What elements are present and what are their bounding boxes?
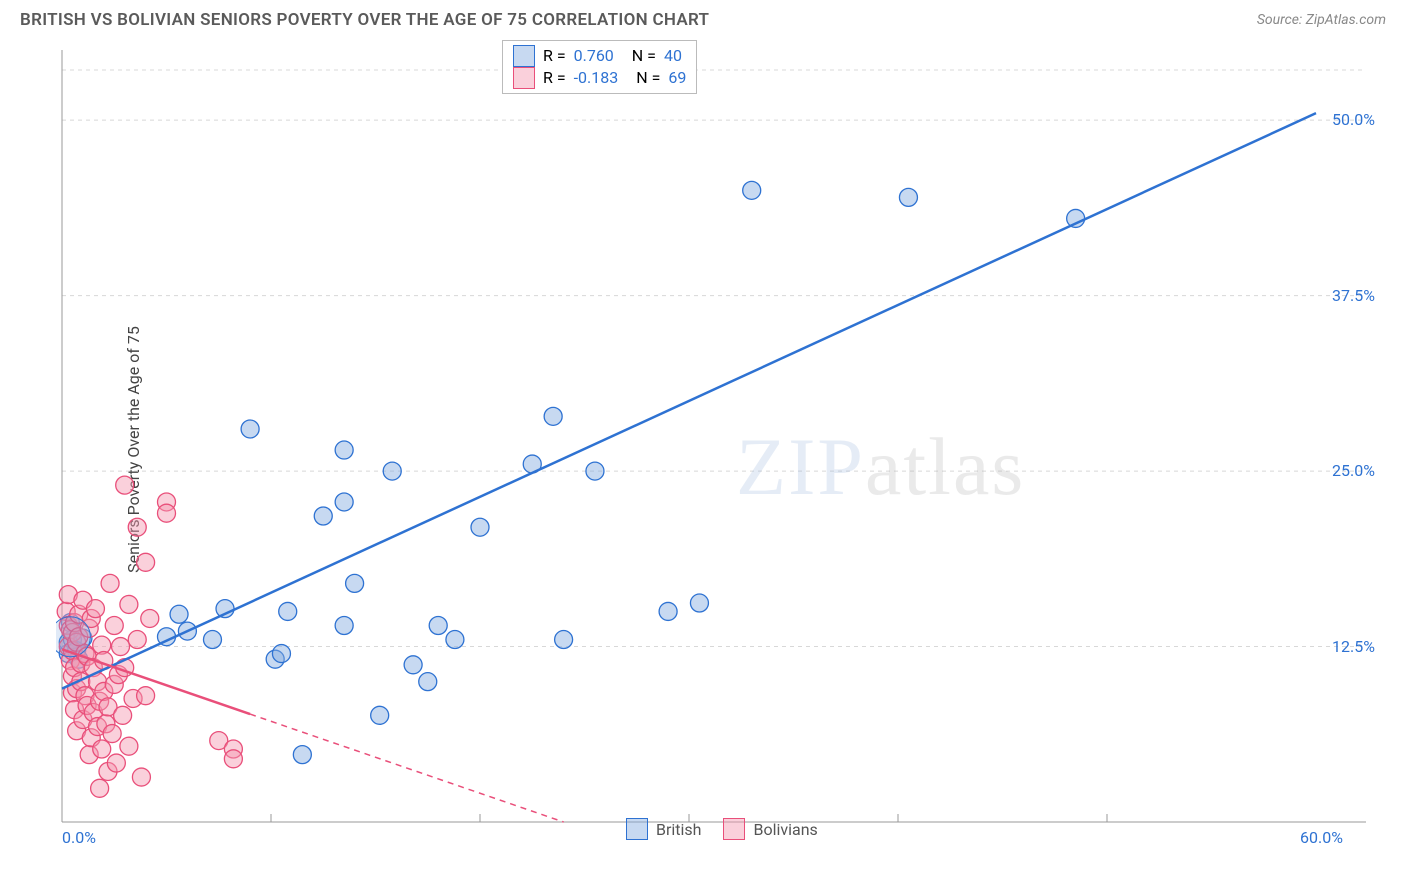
n-label: N = [636,67,660,89]
legend-item-british: British [626,818,701,840]
y-tick-label: 50.0% [1332,110,1375,129]
r-value-bolivians: -0.183 [574,67,619,89]
stats-legend: R = 0.760 N = 40 R = -0.183 N = 69 [502,40,697,94]
r-label: R = [543,67,566,89]
y-tick-label: 25.0% [1332,461,1375,480]
legend-swatch-bolivians-icon [723,818,745,840]
n-value-bolivians: 69 [668,67,686,89]
n-label: N = [632,45,656,67]
legend-swatch-british-icon [626,818,648,840]
swatch-bolivians-icon [513,67,535,89]
y-tick-label: 37.5% [1332,286,1375,305]
legend-item-bolivians: Bolivians [723,818,817,840]
n-value-british: 40 [664,45,682,67]
chart-title: BRITISH VS BOLIVIAN SENIORS POVERTY OVER… [20,10,709,30]
legend-label: British [656,820,701,839]
y-tick-label: 12.5% [1332,637,1375,656]
stats-row-british: R = 0.760 N = 40 [513,45,686,67]
swatch-british-icon [513,45,535,67]
r-label: R = [543,45,566,67]
legend-bottom: British Bolivians [626,818,818,840]
x-tick-label: 0.0% [62,828,96,847]
r-value-british: 0.760 [574,45,614,67]
legend-label: Bolivians [753,820,817,839]
scatter-plot-svg [56,40,1376,840]
source-label: Source: ZipAtlas.com [1257,12,1386,28]
x-tick-label: 60.0% [1300,828,1343,847]
chart-area: ZIPatlas R = 0.760 N = 40 R = -0.183 N =… [56,40,1376,840]
stats-row-bolivians: R = -0.183 N = 69 [513,67,686,89]
